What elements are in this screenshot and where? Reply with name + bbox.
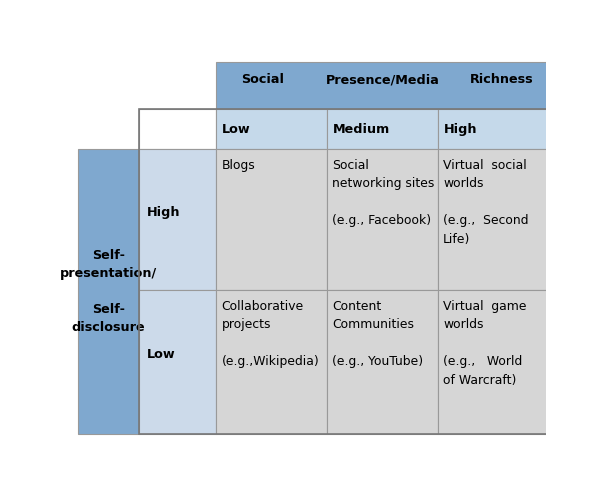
Text: Blogs: Blogs <box>222 159 256 172</box>
Text: Virtual  game
worlds

(e.g.,   World
of Warcraft): Virtual game worlds (e.g., World of Warc… <box>443 299 527 387</box>
Text: Virtual  social
worlds

(e.g.,  Second
Life): Virtual social worlds (e.g., Second Life… <box>443 159 529 246</box>
Bar <box>138 291 216 434</box>
Text: Low: Low <box>146 348 175 361</box>
Bar <box>78 149 138 434</box>
Text: Collaborative
projects

(e.g.,Wikipedia): Collaborative projects (e.g.,Wikipedia) <box>222 299 319 368</box>
Text: Social: Social <box>241 73 284 86</box>
Text: Richness: Richness <box>470 73 534 86</box>
Bar <box>78 109 138 149</box>
Bar <box>138 149 216 291</box>
Bar <box>216 62 549 109</box>
Bar <box>438 149 549 291</box>
Text: Presence/Media: Presence/Media <box>325 73 439 86</box>
Text: Medium: Medium <box>333 123 390 136</box>
Bar <box>216 291 327 434</box>
Bar <box>78 62 216 109</box>
Text: Content
Communities

(e.g., YouTube): Content Communities (e.g., YouTube) <box>333 299 424 368</box>
Text: Self-
presentation/

Self-
disclosure: Self- presentation/ Self- disclosure <box>60 249 157 334</box>
Bar <box>438 109 549 149</box>
Bar <box>438 291 549 434</box>
Bar <box>327 291 438 434</box>
Text: High: High <box>444 123 478 136</box>
Bar <box>216 109 327 149</box>
Bar <box>216 149 327 291</box>
Bar <box>327 149 438 291</box>
Text: Low: Low <box>222 123 251 136</box>
Bar <box>327 109 438 149</box>
Text: High: High <box>146 206 180 219</box>
Bar <box>138 109 216 149</box>
Text: Social
networking sites

(e.g., Facebook): Social networking sites (e.g., Facebook) <box>333 159 435 227</box>
Bar <box>138 109 549 434</box>
